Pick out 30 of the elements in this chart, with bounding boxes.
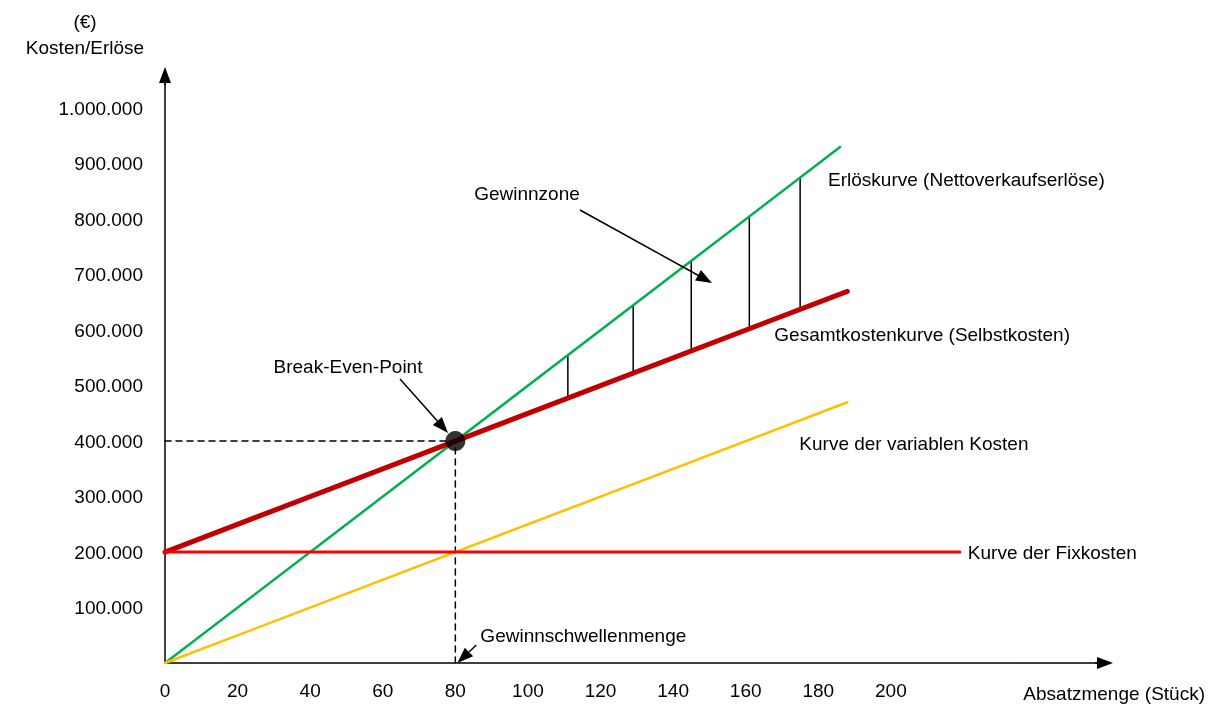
annotation: Break-Even-Point — [273, 355, 424, 377]
y-tick-label: 500.000 — [74, 375, 143, 397]
x-tick-label: 40 — [299, 680, 321, 701]
x-tick-label: 60 — [372, 680, 394, 701]
y-tick-label: 200.000 — [74, 541, 143, 563]
y-tick-label: 600.000 — [74, 319, 143, 341]
x-tick-label: 140 — [657, 680, 689, 701]
x-axis-title: Absatzmenge (Stück) — [1023, 683, 1205, 704]
annotation: Gewinnzone — [474, 182, 580, 204]
x-tick-label: 100 — [512, 680, 544, 701]
annotation: Gewinnschwellenmenge — [480, 624, 687, 646]
y-axis-title: (€) Kosten/Erlöse — [25, 10, 145, 58]
x-tick-label: 120 — [584, 680, 617, 701]
x-tick-label: 180 — [802, 680, 835, 701]
series-label: Gesamtkostenkurve (Selbstkosten) — [774, 323, 1070, 345]
y-tick-label: 700.000 — [74, 264, 143, 286]
y-tick-label: 1.000.000 — [58, 97, 143, 119]
x-tick-label: 200 — [875, 680, 907, 701]
y-tick-label: 800.000 — [74, 208, 143, 230]
x-tick-label: 80 — [444, 680, 466, 701]
y-tick-label: 400.000 — [74, 430, 143, 452]
x-tick-label: 160 — [729, 680, 762, 701]
series-label: Kurve der Fixkosten — [967, 541, 1137, 563]
x-tick-label: 0 — [159, 680, 171, 701]
series-label: Erlöskurve (Nettoverkaufserlöse) — [828, 168, 1105, 190]
series-label: Kurve der variablen Kosten — [799, 432, 1029, 454]
x-tick-label: 20 — [227, 680, 249, 701]
y-tick-label: 900.000 — [74, 153, 143, 175]
y-tick-label: 300.000 — [74, 486, 143, 508]
y-tick-label: 100.000 — [74, 597, 143, 619]
